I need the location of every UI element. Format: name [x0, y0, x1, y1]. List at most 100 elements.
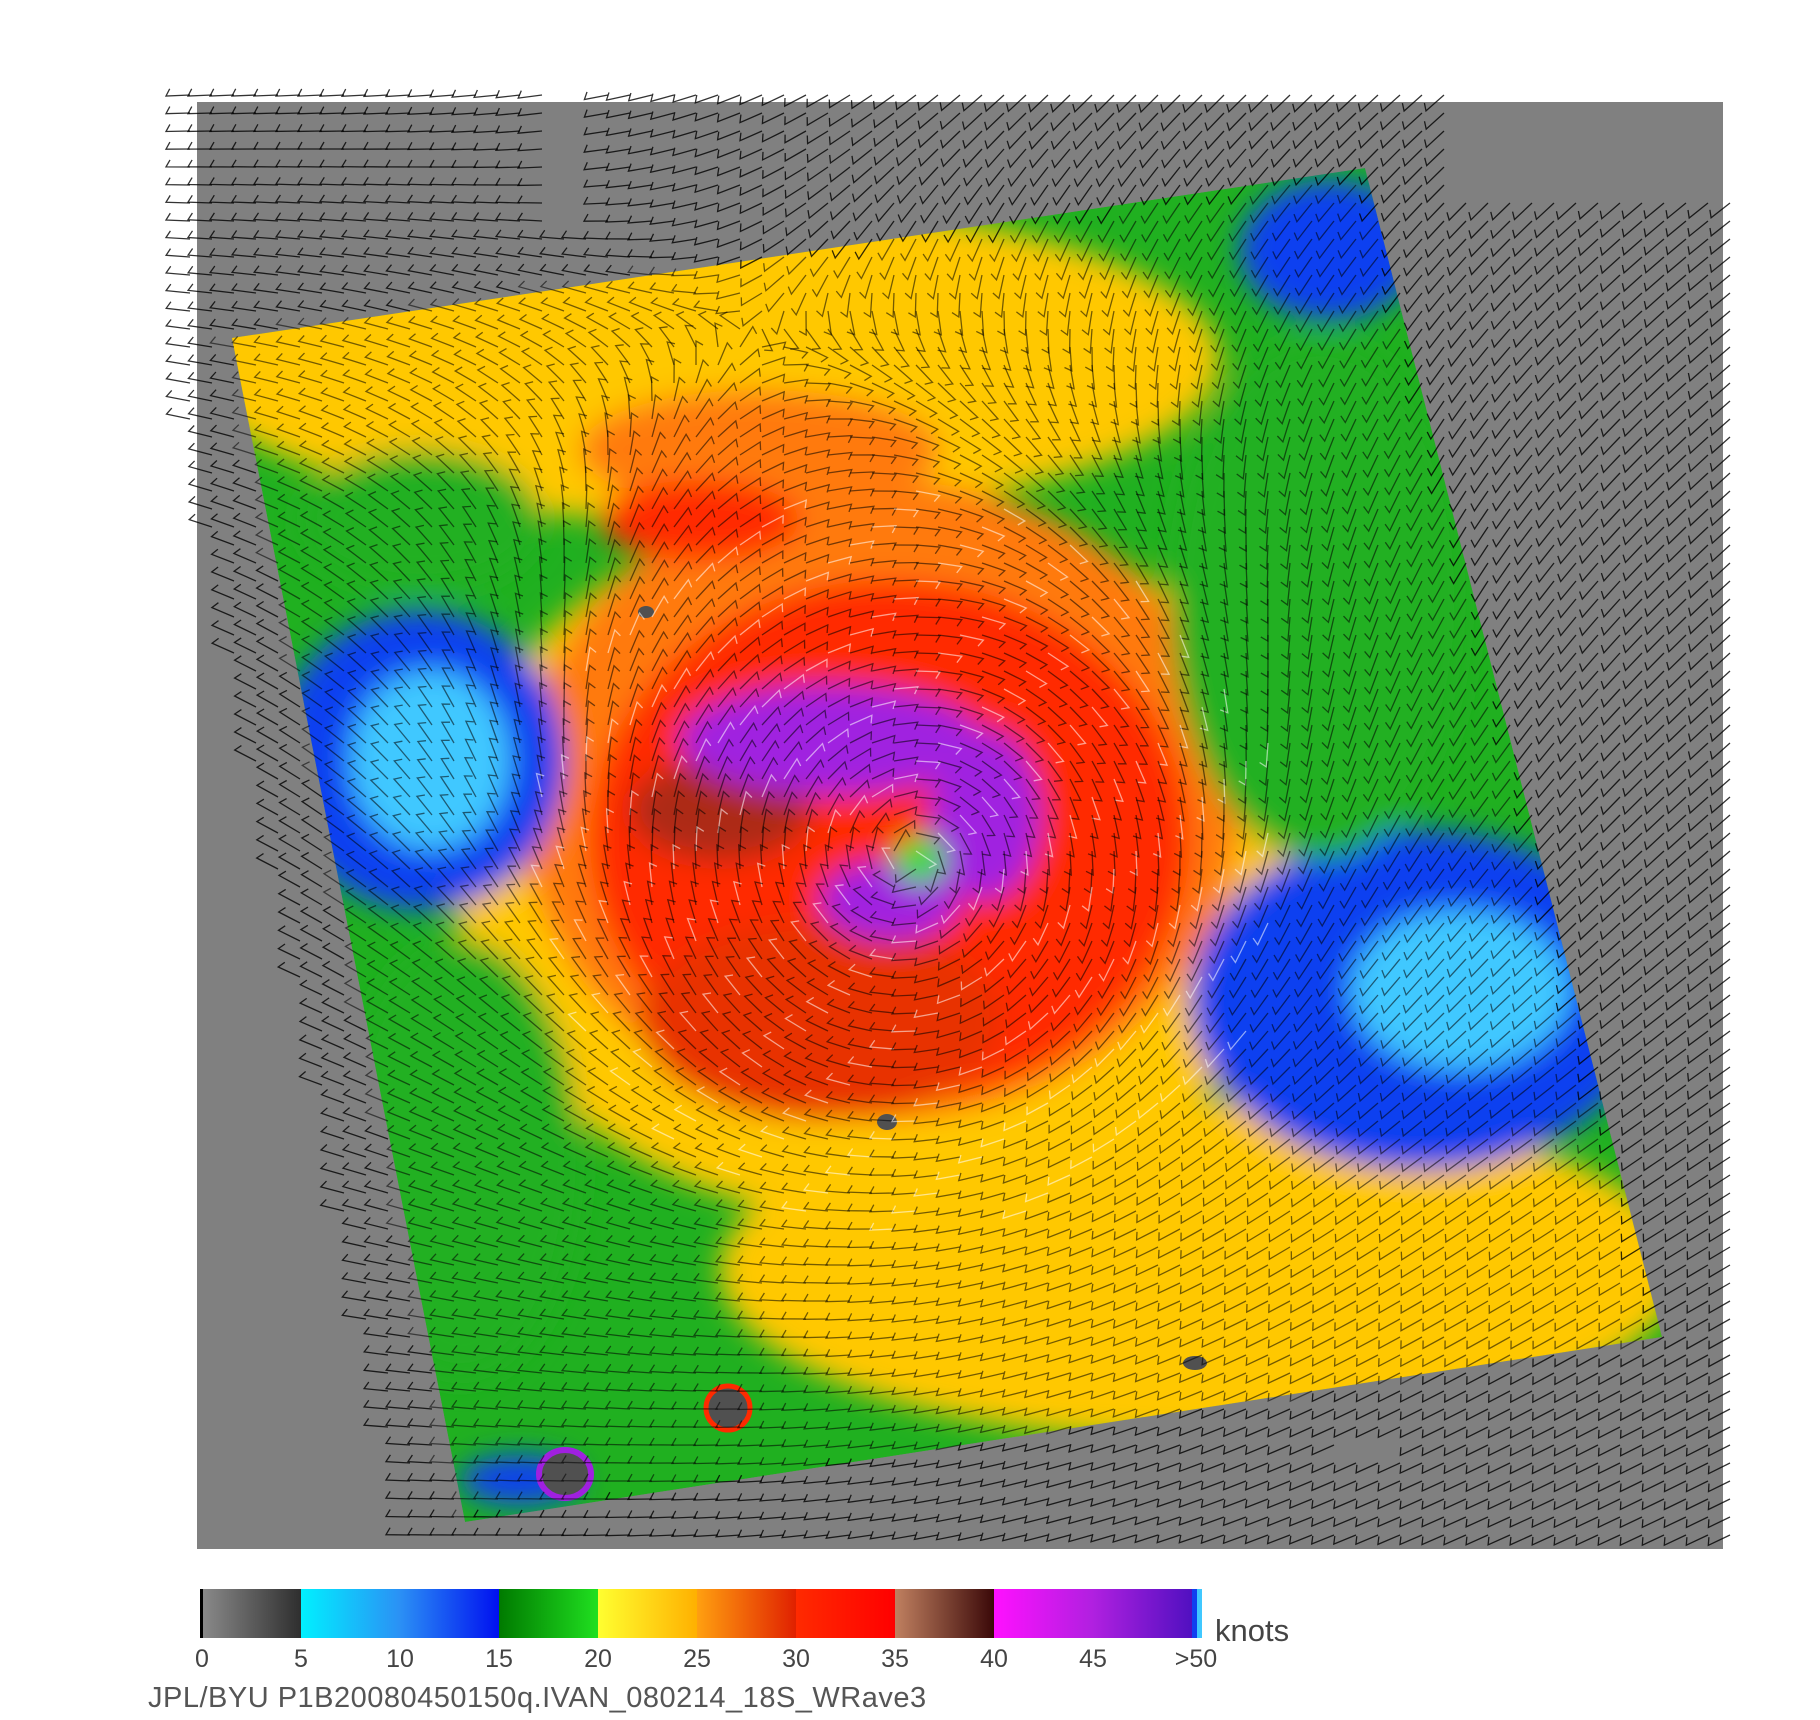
wind-barb — [1166, 940, 1181, 965]
wind-barb — [783, 774, 800, 798]
wind-barb — [1245, 1390, 1269, 1402]
wind-barb — [959, 544, 985, 558]
wind-barb — [254, 459, 279, 474]
wind-barb — [494, 142, 521, 152]
wind-barb — [1245, 1426, 1269, 1438]
wind-barb — [575, 396, 587, 420]
wind-barb — [1300, 724, 1313, 750]
wind-barb — [450, 142, 477, 151]
wind-barb — [385, 1216, 411, 1230]
wind-barb — [865, 844, 875, 870]
wind-barb — [1314, 130, 1335, 150]
wind-barb — [1379, 1156, 1401, 1173]
wind-barb — [626, 1400, 653, 1410]
wind-barb — [1060, 310, 1071, 337]
wind-barb — [1319, 418, 1335, 443]
wind-barb — [1467, 1138, 1489, 1155]
wind-barb — [1295, 310, 1313, 334]
wind-barb — [1687, 364, 1709, 383]
wind-barb — [936, 994, 961, 1005]
wind-barb — [784, 148, 807, 163]
wind-barb — [1073, 1012, 1093, 1033]
wind-barb — [1666, 742, 1687, 761]
wind-barb — [758, 1420, 785, 1429]
wind-barb — [277, 529, 301, 546]
wind-barb — [385, 281, 411, 294]
wind-barb — [542, 330, 565, 348]
wind-barb — [1363, 490, 1379, 515]
wind-barb — [851, 148, 873, 166]
wind-barb — [700, 1010, 719, 1032]
wind-barb — [1025, 400, 1040, 423]
wind-barb — [1113, 1228, 1137, 1241]
wind-barb — [254, 441, 279, 456]
wind-barb — [614, 344, 631, 366]
wind-barb — [460, 866, 477, 888]
wind-barb — [1400, 1192, 1423, 1208]
wind-barb — [210, 548, 235, 564]
wind-barb — [297, 264, 323, 276]
wind-barb — [1577, 1084, 1599, 1101]
wind-barb — [1292, 166, 1313, 187]
wind-barb — [1666, 670, 1687, 690]
wind-barb — [472, 212, 499, 222]
wind-barb — [1268, 1318, 1291, 1332]
wind-barb — [1278, 472, 1291, 498]
wind-barb — [1314, 112, 1335, 132]
wind-barb — [1512, 238, 1533, 258]
wind-barb — [890, 1024, 917, 1033]
wind-barb — [1098, 958, 1115, 982]
wind-barb — [1664, 1300, 1687, 1315]
wind-barb — [981, 346, 992, 371]
wind-barb — [649, 1309, 675, 1320]
wind-barb — [364, 1088, 389, 1104]
wind-barb — [984, 148, 1005, 169]
wind-barb — [1599, 1120, 1621, 1137]
wind-barb — [1488, 1264, 1511, 1279]
wind-barb — [1047, 670, 1069, 689]
wind-barb — [1255, 418, 1269, 444]
wind-barb — [849, 610, 875, 620]
wind-barb — [1492, 526, 1511, 548]
wind-barb — [693, 1217, 719, 1230]
wind-barb — [1421, 1408, 1445, 1421]
wind-barb — [696, 1086, 719, 1104]
wind-barb — [417, 631, 433, 654]
wind-barb — [1643, 256, 1665, 274]
wind-barb — [1078, 922, 1093, 947]
wind-barb — [300, 581, 323, 600]
wind-barb — [585, 312, 609, 330]
wind-barb — [1317, 328, 1335, 352]
wind-barb — [209, 353, 235, 366]
wind-barb — [1448, 796, 1467, 819]
wind-barb — [651, 541, 669, 564]
wind-barb — [1709, 328, 1731, 346]
wind-barb — [1555, 976, 1577, 995]
wind-barb — [694, 148, 719, 158]
wind-barb — [299, 493, 323, 510]
wind-barb — [1189, 346, 1203, 372]
wind-barb — [519, 1123, 543, 1140]
wind-barb — [1173, 436, 1183, 463]
wind-barb — [739, 148, 763, 160]
wind-barb — [1247, 1102, 1269, 1121]
wind-barb — [1357, 1066, 1379, 1085]
wind-barb — [1341, 796, 1357, 821]
wind-barb — [642, 917, 653, 942]
wind-barb — [1491, 814, 1511, 836]
wind-barb — [209, 477, 235, 492]
wind-barb — [1445, 1084, 1467, 1102]
wind-barb — [1113, 616, 1131, 638]
wind-barb — [1709, 382, 1731, 401]
wind-barb — [604, 1437, 631, 1446]
wind-barb — [739, 1086, 763, 1104]
wind-barb — [868, 1204, 895, 1213]
wind-barb — [208, 247, 235, 258]
wind-barb — [1469, 382, 1489, 404]
wind-barb — [1249, 1030, 1269, 1051]
wind-barb — [1011, 904, 1027, 929]
wind-barb — [893, 418, 918, 433]
wind-barb — [384, 159, 411, 168]
wind-barb — [433, 976, 455, 996]
wind-barb — [891, 1187, 917, 1196]
